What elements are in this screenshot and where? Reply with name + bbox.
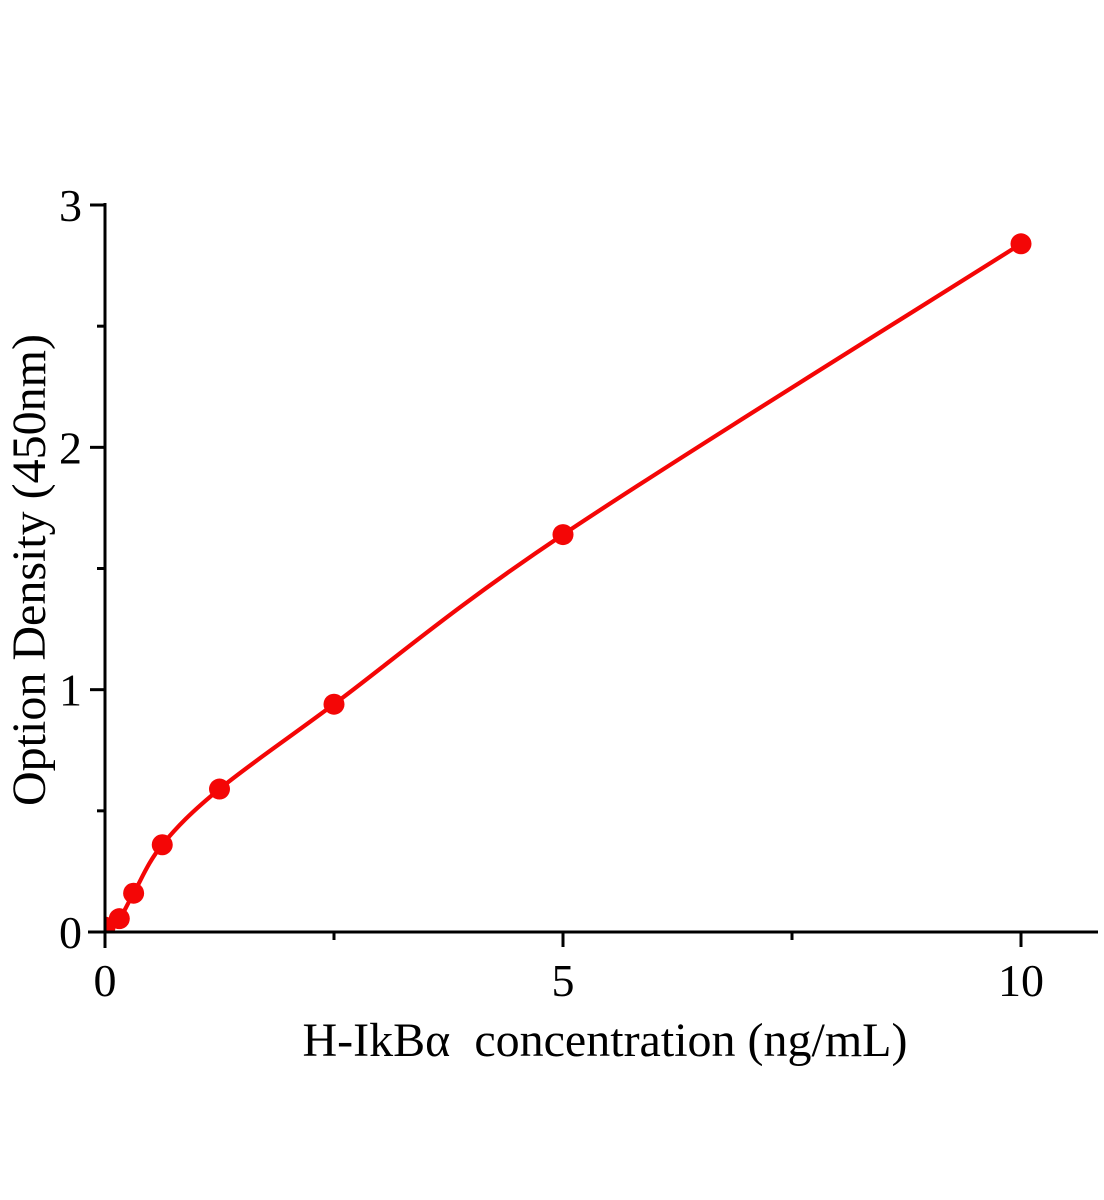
data-point-marker [323, 693, 345, 715]
x-tick-label: 5 [552, 955, 575, 1006]
x-tick-label: 10 [998, 955, 1044, 1006]
y-axis-title: Option Density (450nm) [3, 334, 56, 806]
y-tick-label: 3 [59, 180, 82, 231]
data-point-marker [552, 524, 574, 546]
data-point-marker [1010, 233, 1032, 255]
data-point-marker [108, 908, 130, 930]
standard-curve-line [106, 241, 1024, 929]
data-point-marker [151, 834, 173, 856]
axes: 0 5 10 0 1 2 3 [59, 180, 1098, 1006]
x-axis-title: H-IkBα concentration (ng/mL) [303, 1014, 908, 1067]
y-tick-label: 1 [59, 665, 82, 716]
y-tick-label: 0 [59, 907, 82, 958]
x-tick-label: 0 [94, 955, 117, 1006]
data-series [106, 233, 1032, 931]
data-point-marker [209, 778, 230, 800]
y-tick-label: 2 [59, 422, 82, 473]
data-point-marker [123, 882, 145, 904]
